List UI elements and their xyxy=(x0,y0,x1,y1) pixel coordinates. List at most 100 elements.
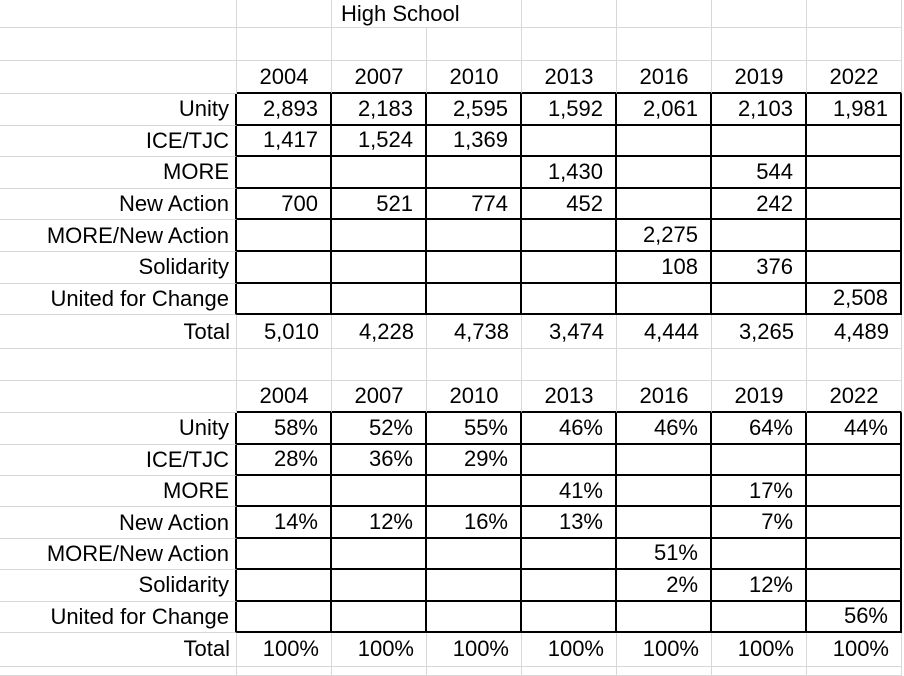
pct-cell-new-action-2022[interactable] xyxy=(807,507,902,539)
pct-cell-unity-2010[interactable]: 55% xyxy=(427,413,522,445)
cell-more-2019[interactable]: 544 xyxy=(712,157,807,189)
cell-new-action-2022[interactable] xyxy=(807,188,902,221)
empty-cell[interactable] xyxy=(427,666,522,676)
cell-more-new-action-2004[interactable] xyxy=(237,220,332,252)
pct-cell-more-2016[interactable] xyxy=(617,475,712,508)
pct-cell-solidarity-2007[interactable] xyxy=(332,570,427,602)
row-label-new-action[interactable]: New Action xyxy=(0,188,237,221)
cell-united-for-change-2022[interactable]: 2,508 xyxy=(807,283,902,316)
cell-more-new-action-2007[interactable] xyxy=(332,220,427,252)
cell-ice-tjc-2022[interactable] xyxy=(807,125,902,158)
pct-cell-more-2010[interactable] xyxy=(427,475,522,508)
empty-cell[interactable] xyxy=(332,28,427,61)
pct-cell-more-2019[interactable]: 17% xyxy=(712,475,807,508)
pct-cell-new-action-2019[interactable]: 7% xyxy=(712,507,807,539)
cell-unity-2019[interactable]: 2,103 xyxy=(712,94,807,126)
cell-united-for-change-2010[interactable] xyxy=(427,283,522,316)
cell-new-action-2007[interactable]: 521 xyxy=(332,188,427,221)
pct-cell-more-2004[interactable] xyxy=(237,475,332,508)
pct-cell-unity-2022[interactable]: 44% xyxy=(807,413,902,445)
cell-total-2022[interactable]: 4,489 xyxy=(807,315,902,350)
cell-total-2010[interactable]: 4,738 xyxy=(427,315,522,350)
cell-ice-tjc-2016[interactable] xyxy=(617,125,712,158)
cell-total-2019[interactable]: 3,265 xyxy=(712,315,807,350)
empty-cell[interactable] xyxy=(427,28,522,61)
cell-ice-tjc-2007[interactable]: 1,524 xyxy=(332,125,427,158)
pct-cell-solidarity-2010[interactable] xyxy=(427,570,522,602)
empty-cell[interactable] xyxy=(617,28,712,61)
empty-cell[interactable] xyxy=(617,0,712,28)
pct-cell-solidarity-2016[interactable]: 2% xyxy=(617,570,712,602)
cell-more-2004[interactable] xyxy=(237,157,332,189)
cell-new-action-2019[interactable]: 242 xyxy=(712,188,807,221)
cell-more-2013[interactable]: 1,430 xyxy=(522,157,617,189)
empty-cell[interactable] xyxy=(0,349,237,382)
pct-cell-total-2019[interactable]: 100% xyxy=(712,632,807,667)
year-header-2022[interactable]: 2022 xyxy=(807,61,902,94)
row-label-total[interactable]: Total xyxy=(0,315,237,350)
pct-cell-united-for-change-2007[interactable] xyxy=(332,601,427,633)
cell-solidarity-2022[interactable] xyxy=(807,251,902,284)
cell-total-2016[interactable]: 4,444 xyxy=(617,315,712,350)
cell-unity-2022[interactable]: 1,981 xyxy=(807,94,902,126)
empty-cell[interactable] xyxy=(617,666,712,676)
cell-solidarity-2016[interactable]: 108 xyxy=(617,251,712,284)
empty-cell[interactable] xyxy=(332,349,427,382)
pct-cell-unity-2016[interactable]: 46% xyxy=(617,413,712,445)
cell-united-for-change-2019[interactable] xyxy=(712,283,807,316)
year-header-2019[interactable]: 2019 xyxy=(712,61,807,94)
empty-cell[interactable] xyxy=(0,666,237,676)
empty-cell[interactable] xyxy=(522,666,617,676)
empty-cell[interactable] xyxy=(807,666,902,676)
empty-cell[interactable] xyxy=(807,349,902,382)
cell-new-action-2016[interactable] xyxy=(617,188,712,221)
pct-cell-more-2007[interactable] xyxy=(332,475,427,508)
pct-cell-more-2022[interactable] xyxy=(807,475,902,508)
pct-cell-united-for-change-2019[interactable] xyxy=(712,601,807,633)
pct-cell-total-2016[interactable]: 100% xyxy=(617,632,712,667)
pct-cell-more-new-action-2010[interactable] xyxy=(427,538,522,571)
cell-solidarity-2013[interactable] xyxy=(522,251,617,284)
pct-cell-unity-2013[interactable]: 46% xyxy=(522,413,617,445)
pct-year-header-2013[interactable]: 2013 xyxy=(522,381,617,414)
pct-cell-united-for-change-2013[interactable] xyxy=(522,601,617,633)
pct-cell-united-for-change-2004[interactable] xyxy=(237,601,332,633)
empty-cell[interactable] xyxy=(237,349,332,382)
row-label-more-new-action[interactable]: MORE/New Action xyxy=(0,220,237,252)
pct-cell-ice-tjc-2019[interactable] xyxy=(712,444,807,476)
cell-unity-2010[interactable]: 2,595 xyxy=(427,94,522,126)
cell-more-2022[interactable] xyxy=(807,157,902,189)
pct-year-header-2019[interactable]: 2019 xyxy=(712,381,807,414)
pct-cell-total-2010[interactable]: 100% xyxy=(427,632,522,667)
pct-cell-more-new-action-2007[interactable] xyxy=(332,538,427,571)
pct-year-header-2010[interactable]: 2010 xyxy=(427,381,522,414)
cell-ice-tjc-2013[interactable] xyxy=(522,125,617,158)
empty-cell[interactable] xyxy=(522,28,617,61)
pct-cell-total-2022[interactable]: 100% xyxy=(807,632,902,667)
cell-more-new-action-2019[interactable] xyxy=(712,220,807,252)
cell-solidarity-2019[interactable]: 376 xyxy=(712,251,807,284)
cell-ice-tjc-2019[interactable] xyxy=(712,125,807,158)
row-label-united-for-change[interactable]: United for Change xyxy=(0,283,237,316)
pct-cell-solidarity-2019[interactable]: 12% xyxy=(712,570,807,602)
cell-new-action-2004[interactable]: 700 xyxy=(237,188,332,221)
pct-cell-united-for-change-2016[interactable] xyxy=(617,601,712,633)
pct-cell-new-action-2007[interactable]: 12% xyxy=(332,507,427,539)
cell-total-2004[interactable]: 5,010 xyxy=(237,315,332,350)
row-label-ice-tjc[interactable]: ICE/TJC xyxy=(0,125,237,158)
cell-solidarity-2004[interactable] xyxy=(237,251,332,284)
empty-cell[interactable] xyxy=(0,61,237,94)
empty-cell[interactable] xyxy=(522,0,617,28)
empty-cell[interactable] xyxy=(237,0,332,28)
cell-united-for-change-2016[interactable] xyxy=(617,283,712,316)
year-header-2010[interactable]: 2010 xyxy=(427,61,522,94)
year-header-2007[interactable]: 2007 xyxy=(332,61,427,94)
cell-total-2007[interactable]: 4,228 xyxy=(332,315,427,350)
pct-cell-new-action-2004[interactable]: 14% xyxy=(237,507,332,539)
empty-cell[interactable] xyxy=(617,349,712,382)
pct-year-header-2016[interactable]: 2016 xyxy=(617,381,712,414)
cell-ice-tjc-2010[interactable]: 1,369 xyxy=(427,125,522,158)
cell-unity-2013[interactable]: 1,592 xyxy=(522,94,617,126)
cell-united-for-change-2007[interactable] xyxy=(332,283,427,316)
pct-cell-solidarity-2013[interactable] xyxy=(522,570,617,602)
